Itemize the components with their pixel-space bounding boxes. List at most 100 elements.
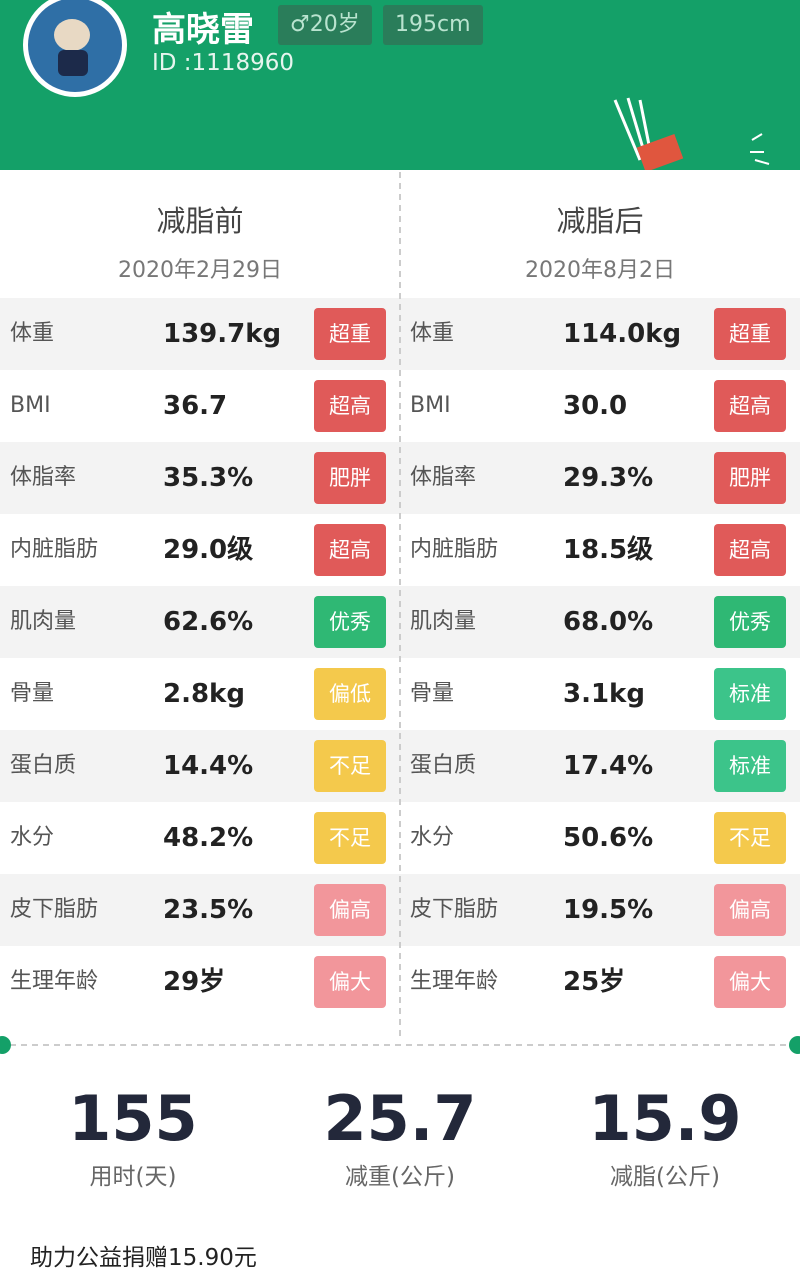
metric-label: 体重 [10,321,55,346]
metric-label: 生理年龄 [10,969,99,994]
metric-row: 蛋白质 14.4% 不足 [0,730,400,802]
metric-row: 生理年龄 29岁 偏大 [0,946,400,1018]
status-tag: 偏高 [314,884,386,936]
status-tag: 偏低 [314,668,386,720]
metric-row: BMI 36.7 超高 [0,370,400,442]
header: 高晓雷 ♂20岁 195cm ID :1118960 [0,0,800,170]
metric-value: 68.0% [563,607,654,637]
metric-row: 水分 50.6% 不足 [400,802,800,874]
metric-value: 139.7kg [163,319,282,349]
metric-value: 17.4% [563,751,654,781]
metric-value: 29岁 [163,967,226,997]
metric-label: 生理年龄 [410,969,499,994]
metric-value: 35.3% [163,463,254,493]
column-date: 2020年8月2日 [525,258,675,283]
compare-table: 减脂前 2020年2月29日体重 139.7kg 超重 BMI 36.7 超高 体脂率 35.3… [0,170,800,1050]
avatar-body [58,50,88,76]
status-tag: 优秀 [714,596,786,648]
metric-value: 50.6% [563,823,654,853]
status-tag: 偏大 [314,956,386,1008]
status-tag: 标准 [714,668,786,720]
metric-label: 骨量 [10,681,55,706]
column-date: 2020年2月29日 [118,258,282,283]
status-tag: 优秀 [314,596,386,648]
metric-value: 2.8kg [163,679,245,709]
status-tag: 不足 [714,812,786,864]
footer-note: 助力公益捐赠15.90元 [30,1245,257,1271]
metric-row: 生理年龄 25岁 偏大 [400,946,800,1018]
metric-label: 骨量 [410,681,455,706]
status-tag: 肥胖 [314,452,386,504]
status-tag: 肥胖 [714,452,786,504]
metric-row: 骨量 2.8kg 偏低 [0,658,400,730]
column-title: 减脂后 [556,204,644,238]
metric-label: 水分 [10,825,55,850]
metric-label: 蛋白质 [410,753,477,778]
status-tag: 不足 [314,740,386,792]
avatar-dog [54,19,90,51]
summary-label: 减脂(公斤) [610,1164,720,1190]
book-art [636,133,684,170]
summary-label: 用时(天) [89,1164,177,1190]
status-tag: 超高 [314,380,386,432]
status-tag: 超高 [714,380,786,432]
status-tag: 超重 [314,308,386,360]
hand-art [613,97,652,161]
summary-value: 25.7 [323,1082,477,1155]
status-tag: 标准 [714,740,786,792]
metric-value: 3.1kg [563,679,645,709]
metric-row: 皮下脂肪 23.5% 偏高 [0,874,400,946]
gender-age: ♂20岁 [278,5,372,45]
summary-value: 155 [68,1082,198,1155]
header-art [23,0,770,170]
status-tag: 超重 [714,308,786,360]
metric-label: 水分 [410,825,455,850]
metric-label: BMI [410,393,451,418]
user-name: 高晓雷 [152,10,254,50]
metric-row: BMI 30.0 超高 [400,370,800,442]
metric-label: 体脂率 [410,465,477,490]
metric-row: 体脂率 29.3% 肥胖 [400,442,800,514]
metric-value: 114.0kg [563,319,682,349]
user-id: ID :1118960 [152,50,294,76]
metric-row: 体重 114.0kg 超重 [400,298,800,370]
metric-row: 皮下脂肪 19.5% 偏高 [400,874,800,946]
metric-value: 19.5% [563,895,654,925]
metric-value: 29.0级 [163,535,254,565]
metric-label: 皮下脂肪 [10,897,99,922]
summary-value: 15.9 [588,1082,742,1155]
metric-value: 62.6% [163,607,254,637]
spark-art [750,133,770,165]
metric-label: 蛋白质 [10,753,77,778]
metric-row: 体脂率 35.3% 肥胖 [0,442,400,514]
metric-label: 肌肉量 [410,609,477,634]
metric-row: 体重 139.7kg 超重 [0,298,400,370]
status-tag: 超高 [714,524,786,576]
metric-value: 25岁 [563,967,626,997]
metric-row: 肌肉量 62.6% 优秀 [0,586,400,658]
metric-row: 肌肉量 68.0% 优秀 [400,586,800,658]
metric-row: 骨量 3.1kg 标准 [400,658,800,730]
status-tag: 不足 [314,812,386,864]
height: 195cm [383,5,483,45]
metric-label: 体重 [410,321,455,346]
status-tag: 超高 [314,524,386,576]
metric-row: 水分 48.2% 不足 [0,802,400,874]
summary-label: 减重(公斤) [345,1164,455,1190]
metric-value: 29.3% [563,463,654,493]
status-tag: 偏大 [714,956,786,1008]
metric-value: 30.0 [563,391,628,421]
metric-label: 肌肉量 [10,609,77,634]
metric-label: 皮下脂肪 [410,897,499,922]
metric-label: BMI [10,393,51,418]
metric-label: 内脏脂肪 [410,537,499,562]
metric-value: 14.4% [163,751,254,781]
status-tag: 偏高 [714,884,786,936]
column-title: 减脂前 [156,204,244,238]
metric-row: 内脏脂肪 18.5级 超高 [400,514,800,586]
metric-label: 内脏脂肪 [10,537,99,562]
metric-row: 内脏脂肪 29.0级 超高 [0,514,400,586]
metric-value: 18.5级 [563,535,654,565]
metric-row: 蛋白质 17.4% 标准 [400,730,800,802]
